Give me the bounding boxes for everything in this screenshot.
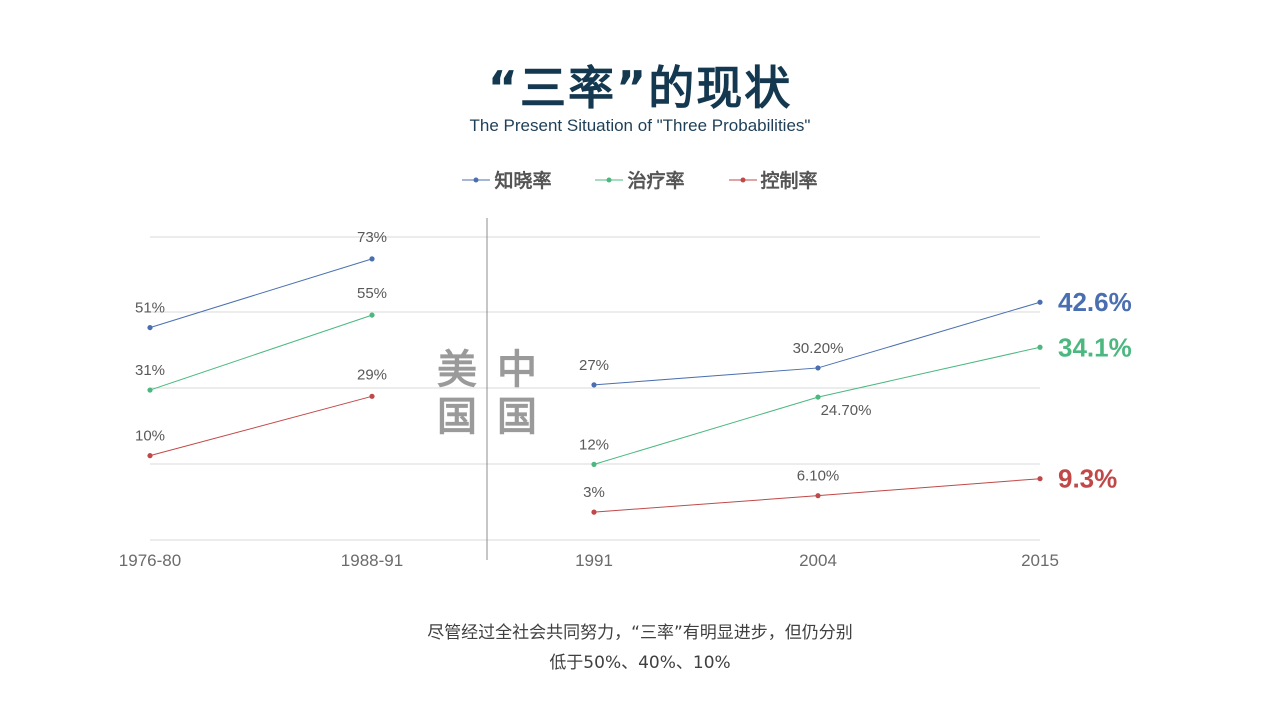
chart-legend: 知晓率 治疗率 控制率 [0,166,1280,193]
cn-label-control-1: 6.10% [797,468,840,485]
cn-line-treatment [593,346,1041,465]
x-tick-cn-1: 2004 [799,551,837,570]
cn-label-awareness-end: 42.6% [1058,287,1132,317]
us-label-control-0: 10% [135,428,165,445]
legend-item-treatment: 治疗率 [595,166,685,193]
us-label-awareness-1: 73% [357,229,387,246]
cn-point-treatment-2 [1037,344,1043,350]
us-line-treatment [149,314,373,391]
cn-point-treatment-1 [815,394,821,400]
us-point-control-1 [369,393,375,399]
legend-item-awareness: 知晓率 [462,166,551,193]
x-tick-cn-2: 2015 [1021,551,1059,570]
legend-marker-awareness [462,177,491,182]
caption-line-1: 尽管经过全社会共同努力，“三率”有明显进步，但仍分别 [427,623,853,643]
cn-label-control-end: 9.3% [1058,464,1117,494]
us-point-control-0 [147,453,153,459]
us-line-control [149,395,373,457]
us-point-awareness-0 [147,324,153,331]
us-label-treatment-1: 55% [357,285,387,302]
x-tick-us-1: 1988-91 [341,551,403,570]
cn-point-control-0 [591,509,597,515]
legend-label-awareness: 知晓率 [494,170,552,192]
us-point-treatment-0 [147,387,153,393]
cn-label-treatment-end: 34.1% [1058,332,1132,362]
region-label-right-2: 国 [497,394,537,440]
legend-label-control: 控制率 [760,170,818,192]
page-title: “三率”的现状 [487,61,793,115]
region-label-right-1: 中 [497,347,537,393]
region-label-left-1: 美 [437,347,477,393]
us-point-awareness-1 [369,256,375,262]
region-label-left-2: 国 [437,394,477,440]
us-point-treatment-1 [369,312,375,318]
x-tick-us-0: 1976-80 [119,551,181,570]
cn-point-awareness-0 [591,382,597,388]
caption: 尽管经过全社会共同努力，“三率”有明显进步，但仍分别 低于50%、40%、10% [0,618,1280,678]
cn-label-treatment-0: 12% [579,436,609,453]
us-line-awareness [149,258,373,329]
cn-label-awareness-1: 30.20% [793,340,844,357]
cn-point-awareness-1 [815,365,821,371]
legend-item-control: 控制率 [728,166,818,193]
us-label-treatment-0: 31% [135,362,165,379]
cn-label-control-0: 3% [583,484,605,501]
legend-marker-treatment [595,177,624,182]
cn-point-control-1 [815,493,821,499]
us-label-awareness-0: 51% [135,300,165,317]
cn-point-control-2 [1037,476,1043,482]
us-label-control-1: 29% [357,366,387,383]
legend-marker-control [728,177,757,182]
caption-line-2: 低于50%、40%、10% [549,653,731,673]
legend-label-treatment: 治疗率 [627,170,685,192]
cn-label-awareness-0: 27% [579,357,609,374]
cn-point-treatment-0 [591,461,597,467]
page-subtitle: The Present Situation of "Three Probabil… [469,116,811,135]
cn-label-treatment-1: 24.70% [821,402,872,419]
x-tick-cn-0: 1991 [575,551,613,570]
cn-point-awareness-2 [1037,299,1043,305]
